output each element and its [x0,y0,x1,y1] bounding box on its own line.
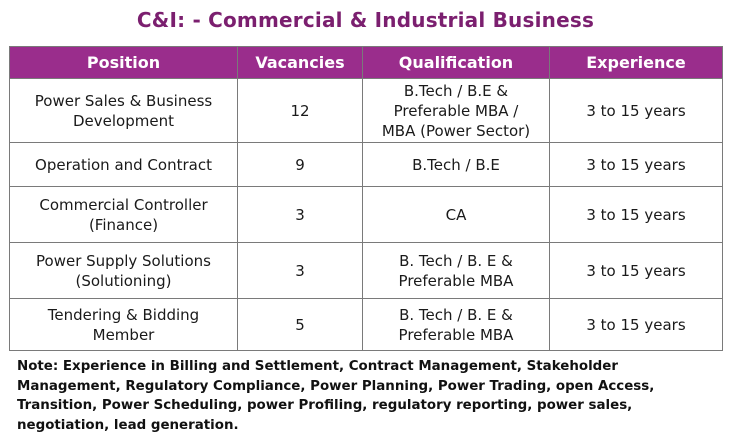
cell-experience: 3 to 15 years [549,242,723,299]
table-row: Commercial Controller (Finance) 3 CA 3 t… [9,186,723,243]
cell-experience: 3 to 15 years [549,78,723,143]
table-row: Operation and Contract 9 B.Tech / B.E 3 … [9,142,723,187]
vacancies-table: Position Vacancies Qualification Experie… [9,46,723,351]
cell-vacancies: 5 [237,298,363,351]
header-experience: Experience [549,46,723,79]
cell-qualification: B. Tech / B. E & Preferable MBA [362,242,550,299]
cell-vacancies: 3 [237,242,363,299]
cell-qualification: B.Tech / B.E [362,142,550,187]
table-row: Tendering & Bidding Member 5 B. Tech / B… [9,298,723,351]
table-header-row: Position Vacancies Qualification Experie… [9,46,723,79]
cell-position: Operation and Contract [9,142,238,187]
cell-vacancies: 3 [237,186,363,243]
cell-position: Power Supply Solutions (Solutioning) [9,242,238,299]
cell-qualification: CA [362,186,550,243]
cell-experience: 3 to 15 years [549,186,723,243]
table-row: Power Supply Solutions (Solutioning) 3 B… [9,242,723,299]
cell-experience: 3 to 15 years [549,142,723,187]
cell-qualification: B.Tech / B.E & Preferable MBA / MBA (Pow… [362,78,550,143]
cell-position: Commercial Controller (Finance) [9,186,238,243]
header-position: Position [9,46,238,79]
cell-vacancies: 12 [237,78,363,143]
cell-experience: 3 to 15 years [549,298,723,351]
cell-qualification: B. Tech / B. E & Preferable MBA [362,298,550,351]
cell-position: Tendering & Bidding Member [9,298,238,351]
experience-note: Note: Experience in Billing and Settleme… [17,359,655,433]
page-title: C&I: - Commercial & Industrial Business [136,8,595,32]
cell-position: Power Sales & Business Development [9,78,238,143]
cell-vacancies: 9 [237,142,363,187]
table-row: Power Sales & Business Development 12 B.… [9,78,723,143]
header-qualification: Qualification [362,46,550,79]
header-vacancies: Vacancies [237,46,363,79]
